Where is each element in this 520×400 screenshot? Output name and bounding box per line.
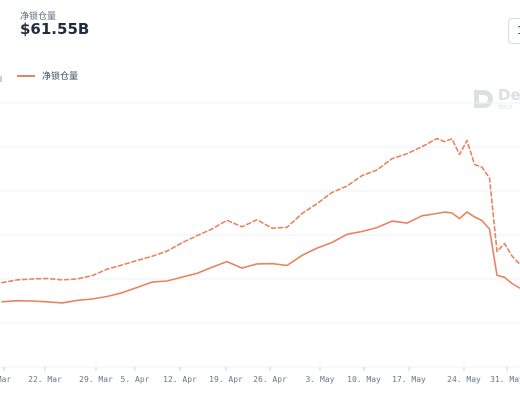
x-tick-label: 22. Mar [28, 375, 62, 384]
x-tick-label: 17. May [392, 375, 426, 384]
watermark: De Your [472, 86, 520, 114]
watermark-text: De [498, 86, 520, 104]
series-line-dashed [1, 137, 520, 284]
x-tick-label: 3. May [306, 375, 335, 384]
legend-swatch [17, 74, 35, 77]
x-tick-label: 24. May [447, 375, 481, 384]
legend-marker-partial [0, 76, 2, 82]
legend-item[interactable]: 净锁仓量 [17, 69, 78, 82]
legend-label: 净锁仓量 [42, 72, 79, 82]
metric-value: $61.55B [20, 20, 90, 38]
x-tick-label: 31. May [490, 375, 520, 384]
corner-button[interactable]: 1 [508, 18, 520, 44]
metric-label: 净锁仓量 [20, 12, 57, 22]
x-tick-label: 19. Apr [209, 375, 243, 384]
watermark-subtext: Your [498, 103, 513, 111]
x-tick-label: 12. Apr [163, 375, 197, 384]
x-tick-label: 26. Apr [253, 375, 287, 384]
x-tick-label: 29. Mar [79, 375, 113, 384]
x-tick-label: 5. Apr [121, 375, 150, 384]
x-tick-label: 10. May [347, 375, 381, 384]
x-tick-label: Mar [0, 375, 11, 384]
series-line-solid [1, 211, 520, 304]
corner-button-label: 1 [517, 24, 520, 37]
